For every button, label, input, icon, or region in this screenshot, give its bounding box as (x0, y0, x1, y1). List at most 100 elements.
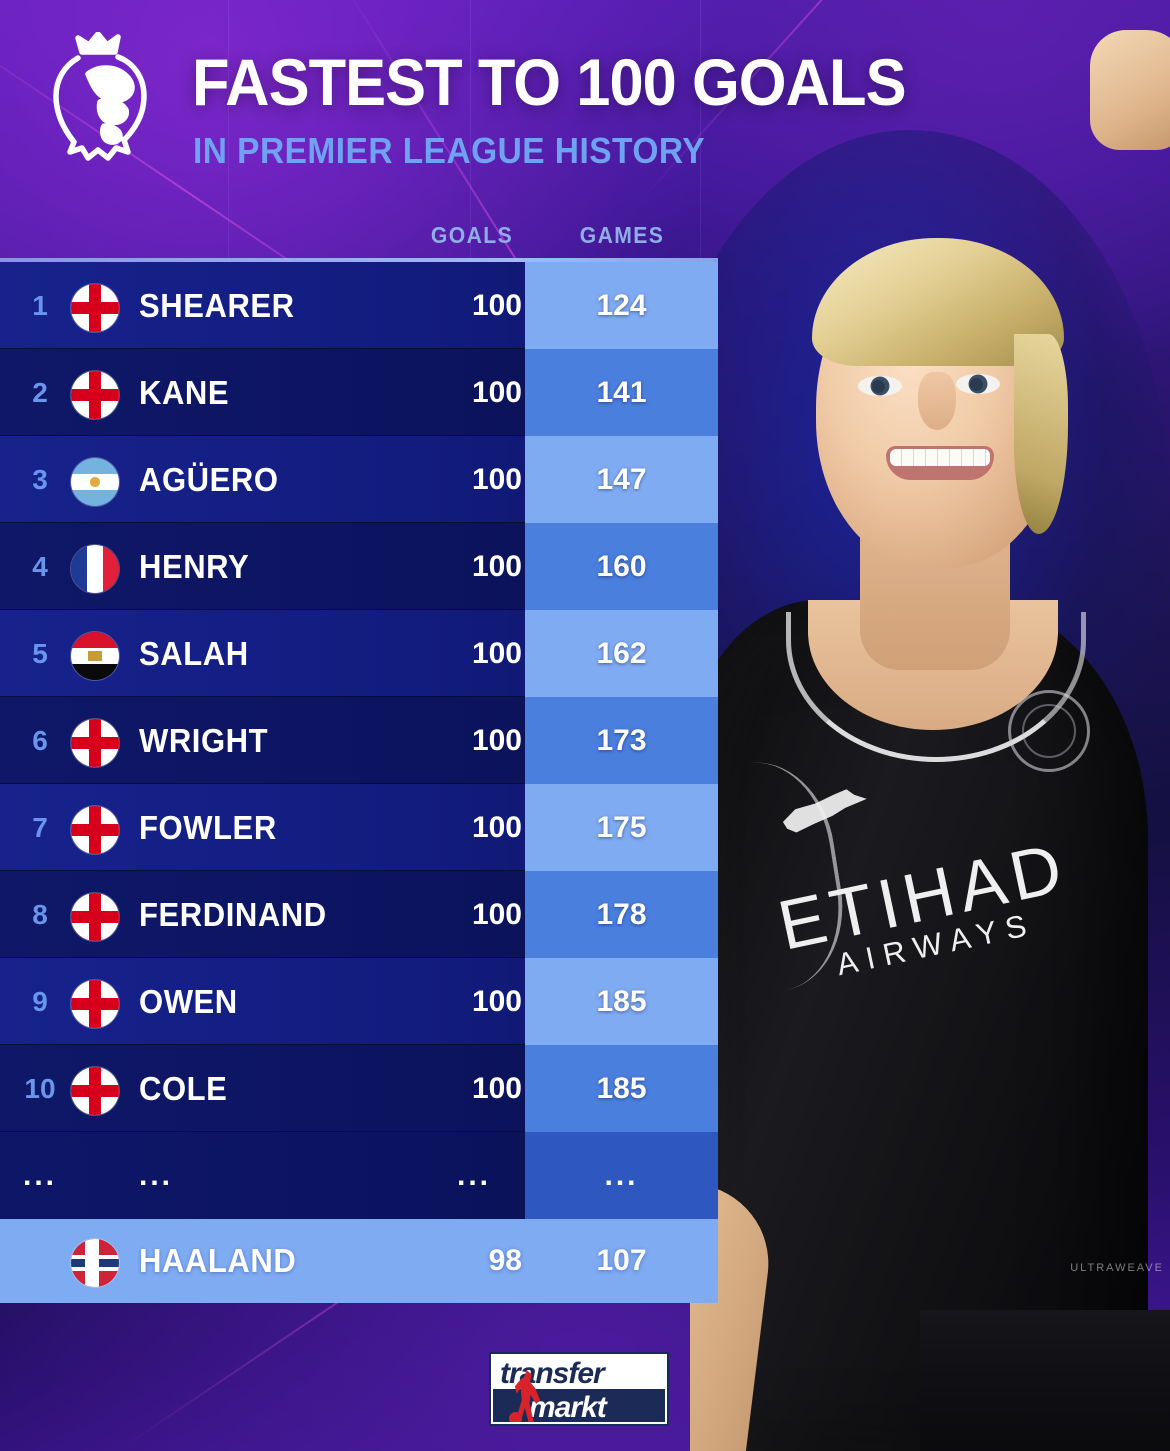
row-games: 185 (596, 1071, 647, 1105)
row-games: 185 (596, 984, 647, 1018)
row-rank: 1 (32, 289, 48, 321)
table-row-ellipsis: ... ... ... ... (0, 1132, 718, 1219)
row-games: 124 (596, 288, 647, 322)
table-row[interactable]: 5 SALAH 100 162 (0, 610, 718, 697)
row-games: 107 (596, 1244, 647, 1277)
row-rank: 2 (32, 376, 48, 408)
eye-left (858, 376, 902, 396)
row-goals: 100 (471, 549, 522, 583)
games-cell-background (525, 784, 718, 871)
table-row[interactable]: 1 SHEARER 100 124 (0, 262, 718, 349)
row-goals: 100 (471, 636, 522, 670)
football-icon (509, 1412, 522, 1422)
row-player-name: KANE (139, 373, 230, 411)
page-title: FASTEST TO 100 GOALS (192, 45, 907, 119)
table-row[interactable]: 4 HENRY 100 160 (0, 523, 718, 610)
table-row[interactable]: 7 FOWLER 100 175 (0, 784, 718, 871)
games-cell-background (525, 871, 718, 958)
row-games: 141 (596, 375, 647, 409)
transfermarkt-logo[interactable]: transfer markt (489, 1352, 669, 1426)
row-goals: 100 (471, 723, 522, 757)
ellipsis-rank: ... (22, 1158, 57, 1192)
table-row[interactable]: 8 FERDINAND 100 178 (0, 871, 718, 958)
row-rank: 3 (32, 463, 48, 495)
table-row[interactable]: 2 KANE 100 141 (0, 349, 718, 436)
page-subtitle: IN PREMIER LEAGUE HISTORY (193, 130, 706, 171)
nose (918, 372, 956, 430)
france-flag-icon (71, 545, 119, 593)
england-flag-icon (71, 371, 119, 419)
leaderboard-table: GOALS GAMES 1 SHEARER 100 124 2 KANE 100… (0, 222, 718, 1303)
raised-fist (1090, 30, 1170, 150)
table-row[interactable]: 3 AGÜERO 100 147 (0, 436, 718, 523)
games-cell-background (525, 610, 718, 697)
games-cell-background (525, 262, 718, 349)
row-player-name: FERDINAND (139, 895, 327, 933)
table-column-headers: GOALS GAMES (0, 222, 718, 258)
smiling-mouth (886, 446, 994, 480)
games-cell-background (525, 436, 718, 523)
row-player-name: AGÜERO (139, 460, 279, 498)
england-flag-icon (71, 980, 119, 1028)
row-games: 147 (596, 462, 647, 496)
argentina-flag-icon (71, 458, 119, 506)
table-row[interactable]: 10 COLE 100 185 (0, 1045, 718, 1132)
player-photo-haaland: ETIHAD AIRWAYS ULTRAWEAVE (690, 0, 1170, 1451)
table-row[interactable]: 9 OWEN 100 185 (0, 958, 718, 1045)
england-flag-icon (71, 806, 119, 854)
table-top-divider (0, 258, 718, 262)
games-cell-background (525, 1045, 718, 1132)
row-goals: 100 (471, 1071, 522, 1105)
row-rank: 9 (32, 985, 48, 1017)
row-player-name: SALAH (139, 634, 249, 672)
row-rank: 7 (32, 811, 48, 843)
club-crest-icon (1008, 690, 1090, 772)
row-rank (18, 1219, 62, 1306)
row-goals: 100 (471, 288, 522, 322)
row-rank: 10 (24, 1072, 56, 1104)
games-cell-background (525, 958, 718, 1045)
row-rank: 5 (32, 637, 48, 669)
row-goals: 100 (471, 375, 522, 409)
england-flag-icon (71, 1067, 119, 1115)
row-games: 178 (596, 897, 647, 931)
row-goals: 100 (471, 462, 522, 496)
egypt-flag-icon (71, 632, 119, 680)
teeth (890, 449, 990, 466)
row-rank: 4 (32, 550, 48, 582)
england-flag-icon (71, 284, 119, 332)
norway-flag-icon (71, 1239, 119, 1287)
row-player-name: HAALAND (139, 1242, 297, 1279)
premier-league-lion-icon (53, 32, 147, 161)
games-cell-background (525, 697, 718, 784)
row-goals: 100 (471, 810, 522, 844)
ellipsis-name: ... (139, 1158, 174, 1192)
row-player-name: WRIGHT (139, 721, 269, 759)
england-flag-icon (71, 719, 119, 767)
shorts (920, 1310, 1170, 1451)
eye-right (956, 374, 1000, 394)
row-games: 175 (596, 810, 647, 844)
row-games: 173 (596, 723, 647, 757)
ellipsis-games: ... (604, 1158, 639, 1192)
row-player-name: HENRY (139, 547, 250, 585)
row-player-name: FOWLER (139, 808, 277, 846)
games-cell-background (525, 1132, 718, 1219)
logo-text-markt: markt (529, 1391, 607, 1422)
jersey-kit-mark: ULTRAWEAVE (1070, 1262, 1164, 1274)
table-row[interactable]: 6 WRIGHT 100 173 (0, 697, 718, 784)
ellipsis-goals: ... (456, 1158, 491, 1192)
column-header-games: GAMES (579, 222, 665, 248)
england-flag-icon (71, 893, 119, 941)
games-cell-background (525, 523, 718, 610)
row-player-name: OWEN (139, 982, 238, 1020)
row-player-name: COLE (139, 1069, 228, 1107)
row-player-name: SHEARER (139, 286, 295, 324)
column-header-goals: GOALS (430, 222, 514, 248)
row-rank: 8 (32, 898, 48, 930)
table-row-highlight-haaland[interactable]: HAALAND 98 107 (0, 1219, 718, 1303)
row-games: 160 (596, 549, 647, 583)
row-rank: 6 (32, 724, 48, 756)
row-games: 162 (596, 636, 647, 670)
games-cell-background (525, 349, 718, 436)
